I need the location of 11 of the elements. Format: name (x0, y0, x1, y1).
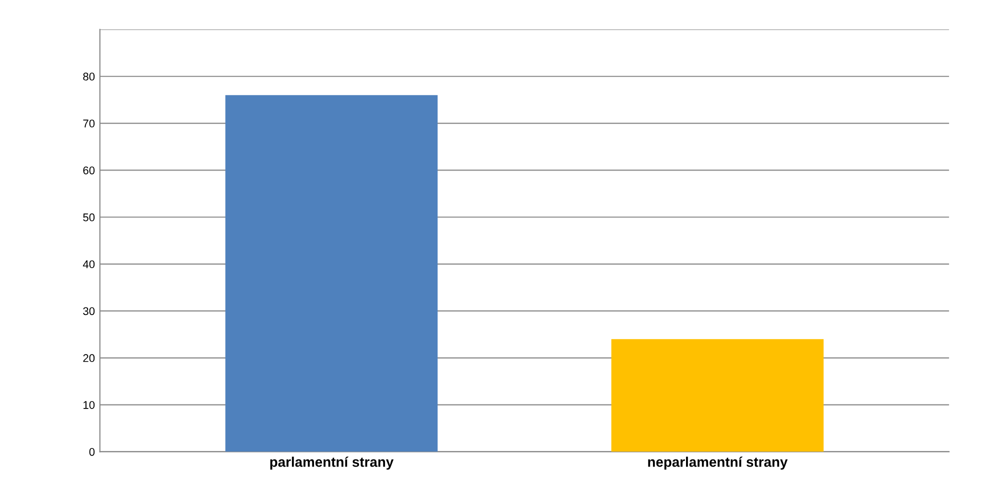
y-tick-label: 10 (84, 401, 95, 409)
y-tick-label: 60 (83, 166, 95, 174)
y-tick-label: 70 (83, 120, 95, 128)
y-tick-label: 30 (83, 307, 95, 316)
x-tick-label: neparlamentní strany (648, 456, 788, 470)
y-tick-label: 20 (83, 354, 95, 362)
y-tick-label: 50 (83, 213, 95, 222)
y-tick-label: 80 (83, 72, 95, 81)
y-tick-label: 0 (89, 448, 95, 456)
y-tick-label: 40 (82, 260, 95, 268)
x-tick-label: parlamentní strany (270, 456, 394, 470)
